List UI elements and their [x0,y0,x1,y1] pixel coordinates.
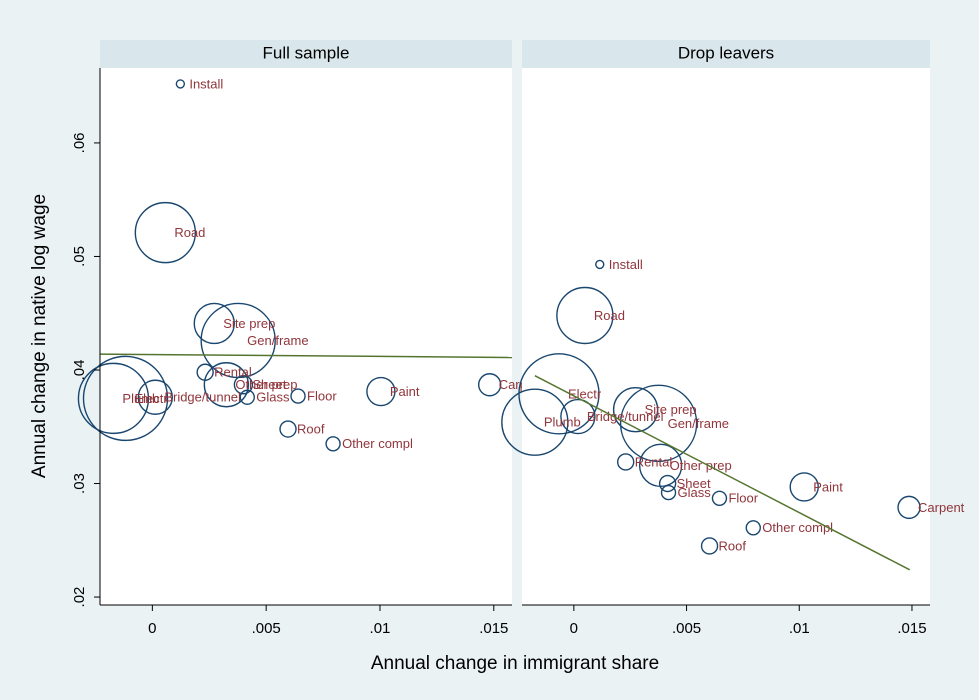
x-tick-label: .015 [897,620,926,637]
y-tick-label: .06 [71,133,88,154]
point-label: Site prep [223,316,275,331]
point-label: Gen/frame [247,333,308,348]
bubble [279,420,297,438]
x-tick-label: .01 [789,620,810,637]
fit-line [534,375,911,571]
bubble [290,388,306,404]
bubble [612,387,659,433]
point-label: Road [594,308,625,323]
point-label: Sheet [677,476,711,491]
bubble [203,362,250,408]
bubble [789,472,819,502]
fit-line [99,353,513,359]
point-label: Site prep [645,402,697,417]
point-label: Electr [568,386,602,401]
bubble [239,389,255,405]
bubble [137,379,174,415]
point-label: Electr [134,391,168,406]
bubble [175,79,186,89]
bubble [82,355,169,442]
point-label: Paint [813,479,843,494]
x-tick-label: .01 [370,620,391,637]
panel-header [100,40,512,68]
bubble [556,286,614,345]
point-label: Other compl [342,436,413,451]
point-label: Other prep [235,377,297,392]
point-label: Roof [719,538,747,553]
point-label: Rental [214,365,252,380]
x-tick-label: .015 [479,620,508,637]
bubble [700,537,719,555]
point-label: Roof [297,421,325,436]
bubble [658,474,677,493]
bubble [193,302,235,345]
plot-area [522,68,930,605]
bubble [897,495,921,520]
y-axis-title: Annual change in native log wage [29,194,50,478]
panel-title: Full sample [263,43,350,62]
bubble [501,388,569,456]
bubble [477,373,502,397]
plot-area [100,68,512,605]
point-label: Other compl [762,520,833,535]
point-label: Floor [307,389,337,404]
point-label: Install [609,257,643,272]
point-label: Road [174,225,205,240]
bubble [619,384,698,463]
y-tick-label: .02 [71,587,88,608]
bubble [745,520,761,536]
x-axis-title: Annual change in immigrant share [371,653,659,674]
point-label: Gen/frame [668,416,729,431]
bubble [616,453,635,471]
point-label: Plumb [122,391,159,406]
point-label: Floor [728,491,758,506]
point-label: Paint [390,384,420,399]
bubble [233,375,254,395]
point-label: Install [189,76,223,91]
x-tick-label: .005 [252,620,281,637]
bubble [595,259,605,270]
x-tick-label: 0 [148,620,156,637]
bubble [660,484,677,501]
y-tick-label: .05 [71,246,88,267]
point-label: Glass [256,390,290,405]
point-label: Other prep [670,458,732,473]
x-tick-label: .005 [672,620,701,637]
bubble [77,362,150,435]
point-label: Sheet [252,377,286,392]
bubble [325,436,341,452]
x-tick-label: 0 [570,620,578,637]
bubble [366,376,396,407]
y-tick-label: .04 [71,360,88,381]
panel-header [522,40,930,68]
point-label: Glass [678,485,712,500]
bubble [711,490,728,506]
point-label: Carpent [918,500,965,515]
point-label: Plumb [544,415,581,430]
y-tick-label: .03 [71,473,88,494]
panel-title: Drop leavers [678,43,774,62]
bubble [560,398,596,435]
point-label: Bridge/tunnel [164,390,241,405]
point-label: Rental [635,454,673,469]
bubble [134,201,197,264]
